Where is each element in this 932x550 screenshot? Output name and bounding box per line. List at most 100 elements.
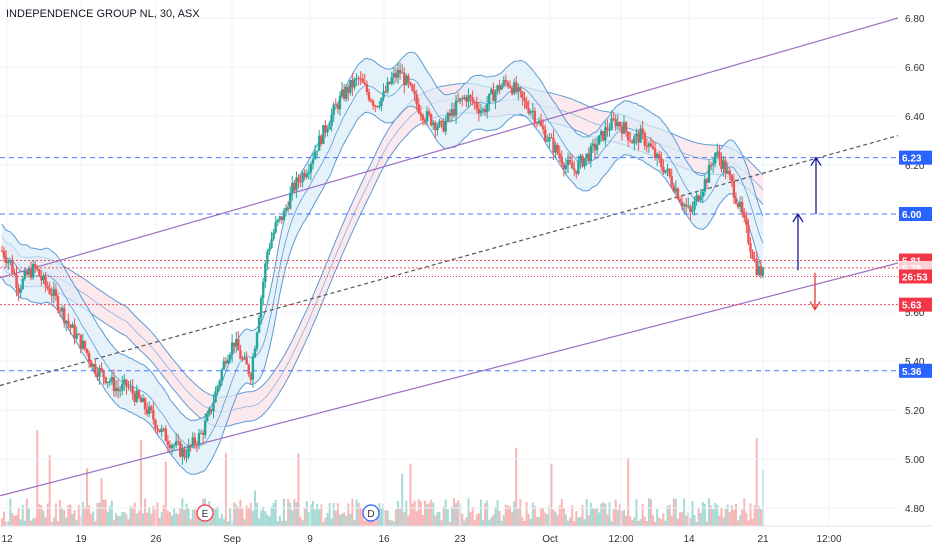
candle-body bbox=[81, 340, 85, 349]
volume-bar bbox=[668, 504, 671, 526]
candle-body bbox=[347, 87, 350, 93]
volume-bar bbox=[575, 511, 578, 526]
volume-bar bbox=[241, 507, 244, 526]
volume-bar bbox=[633, 516, 636, 526]
candle-body bbox=[353, 79, 356, 88]
candle-body bbox=[593, 143, 597, 151]
candle-body bbox=[670, 175, 673, 186]
candle-body bbox=[502, 80, 505, 86]
candle-body bbox=[398, 70, 402, 74]
volume-bar bbox=[139, 440, 142, 526]
volume-bar bbox=[430, 499, 433, 526]
candle-body bbox=[608, 129, 611, 131]
candle-body bbox=[48, 288, 51, 294]
volume-bar bbox=[133, 502, 136, 526]
candle-body bbox=[137, 390, 141, 398]
arrow-head bbox=[809, 301, 821, 311]
candle-body bbox=[150, 406, 153, 411]
candle-body bbox=[315, 150, 319, 152]
volume-bar bbox=[614, 499, 617, 526]
candle-body bbox=[208, 409, 211, 415]
volume-bar bbox=[115, 513, 118, 526]
candle-body bbox=[216, 386, 219, 392]
volume-bar bbox=[376, 517, 379, 526]
candle-body bbox=[363, 82, 367, 85]
candle-body bbox=[701, 191, 704, 197]
event-marker-circle bbox=[196, 504, 214, 522]
candle-body bbox=[546, 140, 549, 142]
candle-body bbox=[537, 121, 541, 124]
candle-body bbox=[85, 348, 89, 354]
candle-body bbox=[280, 216, 284, 221]
volume-bar bbox=[712, 509, 715, 526]
volume-bar bbox=[305, 501, 308, 526]
volume-bar bbox=[710, 505, 713, 526]
candle-body bbox=[419, 112, 423, 116]
candle-body bbox=[506, 82, 510, 86]
price-tag-bg bbox=[899, 207, 932, 221]
candle-body bbox=[266, 251, 269, 264]
volume-bar bbox=[65, 517, 68, 526]
candle-body bbox=[139, 397, 143, 403]
volume-bar bbox=[687, 512, 690, 526]
candle-body bbox=[199, 432, 203, 434]
candle-body bbox=[494, 91, 497, 102]
event-marker-label: D bbox=[367, 509, 374, 520]
candle-body bbox=[118, 390, 122, 392]
price-tag-bg bbox=[899, 363, 932, 378]
candle-body bbox=[548, 137, 551, 141]
candle-body bbox=[517, 87, 520, 92]
candle-body bbox=[726, 170, 729, 174]
volume-bar bbox=[129, 506, 132, 526]
candle-body bbox=[485, 104, 489, 113]
candle-body bbox=[104, 377, 107, 384]
volume-bar bbox=[620, 511, 623, 526]
volume-bar bbox=[457, 500, 460, 526]
volume-bar bbox=[27, 508, 30, 526]
volume-bar bbox=[386, 510, 389, 526]
candle-body bbox=[318, 135, 321, 151]
candle-body bbox=[409, 82, 412, 85]
candle-body bbox=[272, 232, 275, 240]
volume-bar bbox=[463, 520, 466, 526]
volume-bar bbox=[629, 516, 632, 526]
chart-title: INDEPENDENCE GROUP NL, 30, ASX bbox=[6, 8, 200, 20]
volume-bar bbox=[426, 504, 429, 526]
candle-body bbox=[162, 428, 165, 430]
candle-body bbox=[195, 444, 199, 446]
price-tag-label: 5.78 bbox=[902, 264, 922, 275]
candle-body bbox=[473, 101, 476, 103]
volume-bar bbox=[332, 503, 335, 526]
candle-body bbox=[666, 168, 669, 171]
candle-body bbox=[172, 445, 176, 447]
candle-body bbox=[442, 121, 445, 132]
candle-body bbox=[429, 114, 433, 126]
candle-body bbox=[703, 179, 707, 192]
candle-body bbox=[110, 377, 114, 382]
candle-body bbox=[230, 342, 234, 355]
volume-bar bbox=[272, 503, 275, 526]
volume-bar bbox=[88, 505, 91, 526]
volume-bar bbox=[482, 519, 485, 526]
volume-bar bbox=[63, 510, 66, 526]
candle-body bbox=[380, 98, 383, 107]
volume-bar bbox=[734, 503, 737, 526]
volume-bar bbox=[34, 517, 37, 526]
candle-body bbox=[504, 80, 508, 83]
volume-bar bbox=[533, 506, 536, 526]
volume-bar bbox=[434, 515, 437, 526]
candle-body bbox=[550, 137, 553, 139]
volume-bar bbox=[455, 503, 458, 526]
candle-body bbox=[469, 95, 472, 98]
candle-body bbox=[218, 380, 221, 387]
candle-body bbox=[633, 136, 636, 144]
volume-bar bbox=[722, 517, 725, 526]
candle-body bbox=[378, 106, 381, 108]
volume-bar bbox=[197, 518, 200, 526]
candle-body bbox=[678, 198, 682, 203]
channel-mid-line bbox=[0, 135, 899, 387]
candle-body bbox=[498, 85, 501, 90]
volume-bar bbox=[181, 498, 184, 526]
